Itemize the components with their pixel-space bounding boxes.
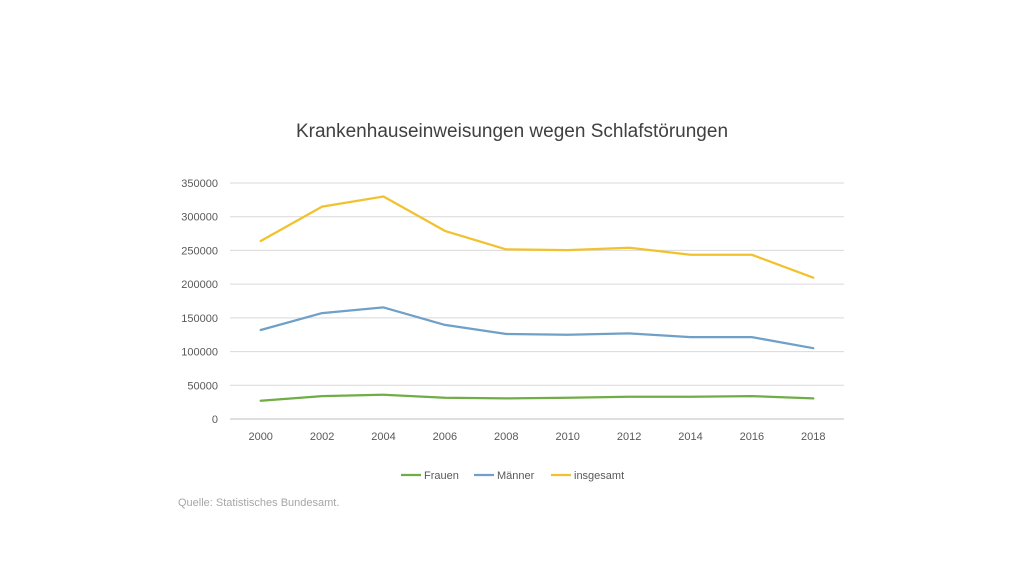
legend-label: insgesamt: [574, 470, 624, 482]
y-tick-label: 350000: [181, 178, 218, 190]
legend-label: Frauen: [424, 470, 459, 482]
series-line-insgesamt: [259, 195, 815, 279]
x-tick-label: 2000: [248, 431, 272, 443]
axes: 0 50000 100000 150000 200000 250000 300000 3500…: [181, 178, 825, 443]
legend: Frauen Männer insgesamt: [401, 470, 624, 482]
y-tick-label: 0: [212, 414, 218, 426]
series-lines: [259, 195, 815, 402]
series-line-frauen: [259, 393, 815, 402]
legend-label: Männer: [497, 470, 535, 482]
x-tick-label: 2016: [740, 431, 764, 443]
x-tick-label: 2004: [371, 431, 395, 443]
chart-title: Krankenhauseinweisungen wegen Schlafstör…: [295, 121, 729, 142]
y-tick-label: 100000: [181, 347, 218, 359]
x-tick-label: 2010: [555, 431, 579, 443]
x-tick-label: 2014: [678, 431, 702, 443]
y-tick-label: 250000: [181, 245, 218, 257]
y-tick-label: 50000: [187, 380, 218, 392]
y-tick-label: 300000: [181, 212, 218, 224]
x-tick-label: 2012: [617, 431, 641, 443]
x-tick-label: 2018: [801, 431, 825, 443]
x-tick-label: 2008: [494, 431, 518, 443]
source-note: Quelle: Statistisches Bundesamt.: [178, 497, 340, 509]
y-tick-label: 150000: [181, 313, 218, 325]
y-tick-label: 200000: [181, 279, 218, 291]
x-tick-label: 2002: [310, 431, 334, 443]
x-tick-label: 2006: [433, 431, 457, 443]
series-line-maenner: [259, 306, 815, 350]
grid-lines: [230, 182, 844, 420]
